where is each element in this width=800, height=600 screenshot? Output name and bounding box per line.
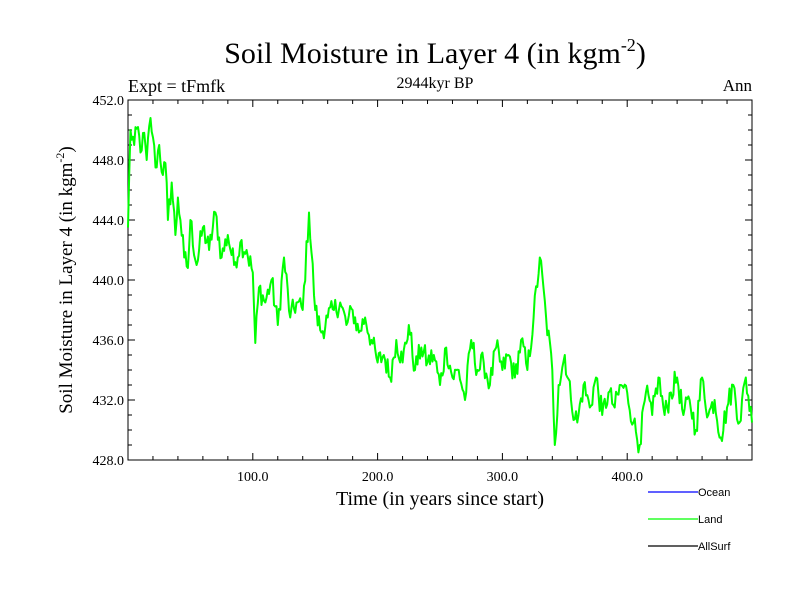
y-tick-label: 436.0: [93, 334, 125, 349]
x-tick-label: 400.0: [611, 470, 643, 485]
x-tick-label: 100.0: [237, 470, 269, 485]
plot-frame: [127, 99, 753, 461]
y-tick-label: 448.0: [93, 154, 125, 169]
series-line-land: [127, 117, 753, 454]
y-tick-label: 440.0: [93, 274, 125, 289]
y-axis-label-sup: -2: [53, 153, 67, 163]
x-axis-label: Time (in years since start): [336, 488, 544, 510]
y-tick-label: 428.0: [93, 454, 125, 469]
axis-tick-labels: 428.0 432.0 436.0 440.0 444.0 448.0 452.0 100.0…: [93, 94, 643, 485]
legend: Ocean Land AllSurf: [648, 487, 731, 553]
legend-label-allsurf: AllSurf: [698, 541, 731, 553]
y-tick-label: 452.0: [93, 94, 125, 109]
experiment-label: Expt = tFmfk: [128, 76, 225, 96]
series-group: [127, 117, 753, 454]
chart-title-main: Soil Moisture in Layer 4 (in kgm: [224, 37, 621, 70]
y-tick-label: 444.0: [93, 214, 125, 229]
axis-ticks: [128, 99, 752, 461]
season-label: Ann: [723, 76, 753, 95]
x-tick-label: 200.0: [362, 470, 394, 485]
chart-subtitle: 2944kyr BP: [397, 75, 474, 92]
x-tick-label: 300.0: [487, 470, 519, 485]
legend-label-land: Land: [698, 514, 722, 526]
chart-title-sup: -2: [621, 35, 636, 55]
y-axis-label-main: Soil Moisture in Layer 4 (in kgm: [56, 162, 77, 413]
y-tick-label: 432.0: [93, 394, 125, 409]
y-axis-label: Soil Moisture in Layer 4 (in kgm-2): [53, 146, 77, 414]
chart-title: Soil Moisture in Layer 4 (in kgm-2): [224, 35, 646, 70]
y-axis-label-close: ): [56, 146, 77, 152]
chart-title-close: ): [636, 37, 646, 70]
legend-label-ocean: Ocean: [698, 487, 730, 499]
